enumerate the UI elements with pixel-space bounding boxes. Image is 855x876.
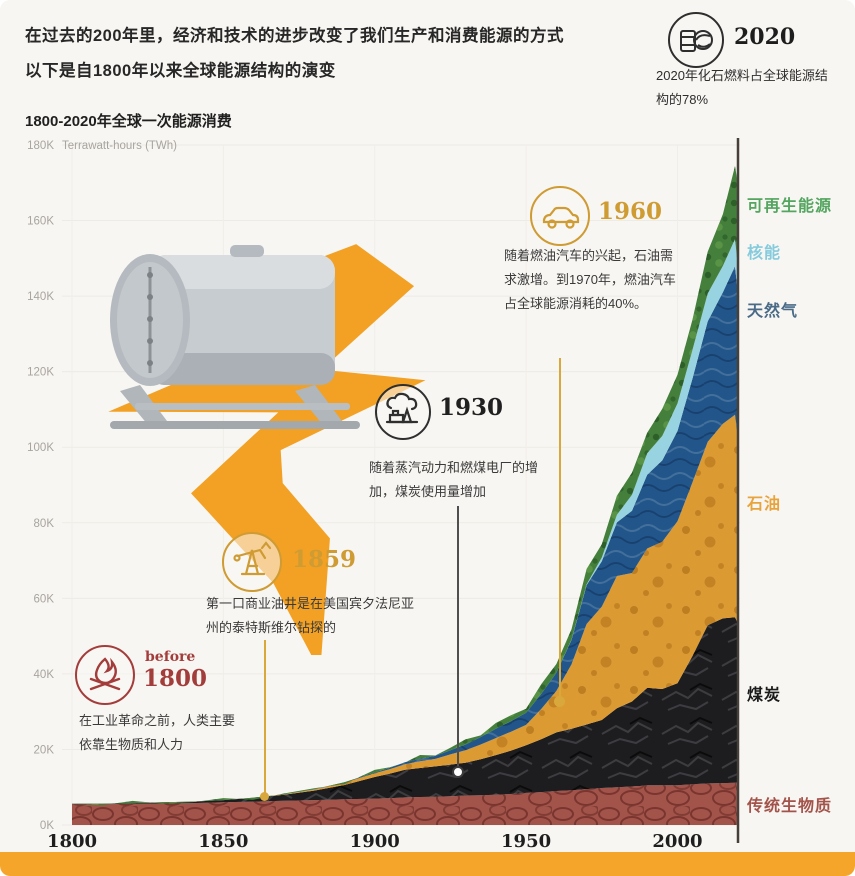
svg-text:1800: 1800 xyxy=(47,831,97,852)
marker-dot-1960 xyxy=(554,696,565,707)
annotation-year: 1859 xyxy=(292,546,357,573)
bottom-accent-bar xyxy=(0,852,855,876)
svg-text:40K: 40K xyxy=(34,669,55,681)
svg-text:20K: 20K xyxy=(34,744,55,756)
badge-year: 2020 xyxy=(734,24,796,50)
marker-dot-1930 xyxy=(452,766,464,778)
connector-line-1960 xyxy=(559,358,561,698)
campfire-icon xyxy=(75,645,135,705)
svg-text:140K: 140K xyxy=(27,291,54,303)
marker-dot-1859 xyxy=(260,792,269,801)
svg-text:100K: 100K xyxy=(27,442,54,454)
annotation-year-prefix: before xyxy=(145,649,196,665)
svg-text:160K: 160K xyxy=(27,216,54,228)
annotation-year: 1800 xyxy=(143,665,208,692)
connector-line-1859 xyxy=(264,640,266,795)
legend-natural-gas: 天然气 xyxy=(747,303,799,320)
svg-text:120K: 120K xyxy=(27,367,54,379)
car-icon xyxy=(530,186,590,246)
intro-line-2: 以下是自1800年以来全球能源结构的演变 xyxy=(25,62,336,80)
annotation-description: 第一口商业油井是在美国宾夕法尼亚州的泰特斯维尔钻探的 xyxy=(206,596,415,635)
oil-barrel-globe-icon xyxy=(668,12,724,68)
svg-text:1950: 1950 xyxy=(501,831,551,852)
svg-text:0K: 0K xyxy=(40,820,54,832)
svg-text:1850: 1850 xyxy=(198,831,248,852)
legend-traditional-biomass: 传统生物质 xyxy=(747,798,833,815)
svg-text:80K: 80K xyxy=(34,518,55,530)
svg-text:60K: 60K xyxy=(34,593,55,605)
oil-derrick-icon xyxy=(222,532,282,592)
chart-title: 1800-2020年全球一次能源消费 xyxy=(25,113,232,130)
svg-text:Terrawatt-hours (TWh): Terrawatt-hours (TWh) xyxy=(62,140,177,152)
annotation-year: 1960 xyxy=(598,198,663,225)
svg-text:2000: 2000 xyxy=(652,831,702,852)
annotation-year: 1930 xyxy=(439,394,504,421)
legend-nuclear: 核能 xyxy=(747,245,782,262)
svg-text:180K: 180K xyxy=(27,140,54,152)
annotation-description: 在工业革命之前，人类主要依靠生物质和人力 xyxy=(79,713,236,752)
intro-line-1: 在过去的200年里，经济和技术的进步改变了我们生产和消费能源的方式 xyxy=(25,27,565,45)
factory-icon xyxy=(375,384,431,440)
legend-renewables: 可再生能源 xyxy=(747,198,833,215)
connector-line-1930 xyxy=(457,506,459,768)
legend-coal: 煤炭 xyxy=(747,687,782,704)
annotation-description: 随着燃油汽车的兴起，石油需求激增。到1970年，燃油汽车占全球能源消耗的40%。 xyxy=(504,248,676,311)
badge-caption: 2020年化石燃料占全球能源结构的78% xyxy=(656,68,828,107)
legend-oil: 石油 xyxy=(747,496,782,513)
annotation-description: 随着蒸汽动力和燃煤电厂的增加，煤炭使用量增加 xyxy=(369,460,539,499)
svg-text:1900: 1900 xyxy=(350,831,400,852)
storage-tank-illustration xyxy=(110,245,360,429)
